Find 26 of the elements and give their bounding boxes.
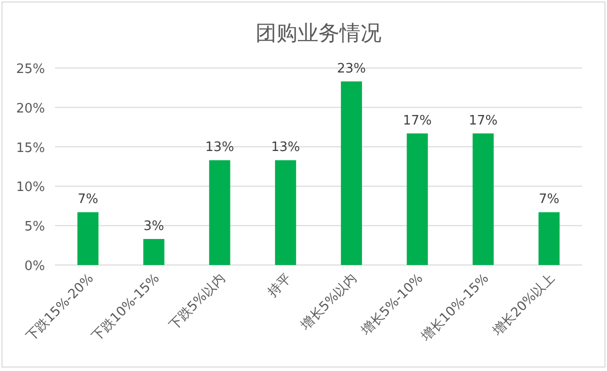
data-label: 3% xyxy=(144,218,164,234)
data-label: 13% xyxy=(271,140,300,156)
y-tick-label: 15% xyxy=(16,140,45,156)
data-label: 17% xyxy=(468,113,498,128)
bar xyxy=(538,212,560,265)
data-label: 17% xyxy=(402,113,432,128)
bar xyxy=(340,81,362,265)
x-tick-label: 持平 xyxy=(265,271,294,300)
x-tick-label: 增长5%以内 xyxy=(298,271,360,334)
data-label: 13% xyxy=(205,140,234,156)
x-tick-label: 下跌5%以内 xyxy=(166,271,229,334)
y-tick-label: 10% xyxy=(16,180,45,196)
data-label: 7% xyxy=(538,192,560,208)
chart-title: 团购业务情况 xyxy=(256,21,382,45)
data-label: 7% xyxy=(78,192,98,208)
y-tick-label: 5% xyxy=(24,220,45,235)
bar xyxy=(209,160,230,265)
y-tick-label: 25% xyxy=(16,62,45,77)
bar xyxy=(275,160,296,265)
y-tick-label: 0% xyxy=(24,259,45,274)
bar xyxy=(143,238,164,265)
bar xyxy=(406,133,428,265)
bar xyxy=(472,133,494,265)
y-tick-label: 20% xyxy=(16,101,45,116)
data-label: 23% xyxy=(336,61,366,76)
bar xyxy=(77,212,98,265)
